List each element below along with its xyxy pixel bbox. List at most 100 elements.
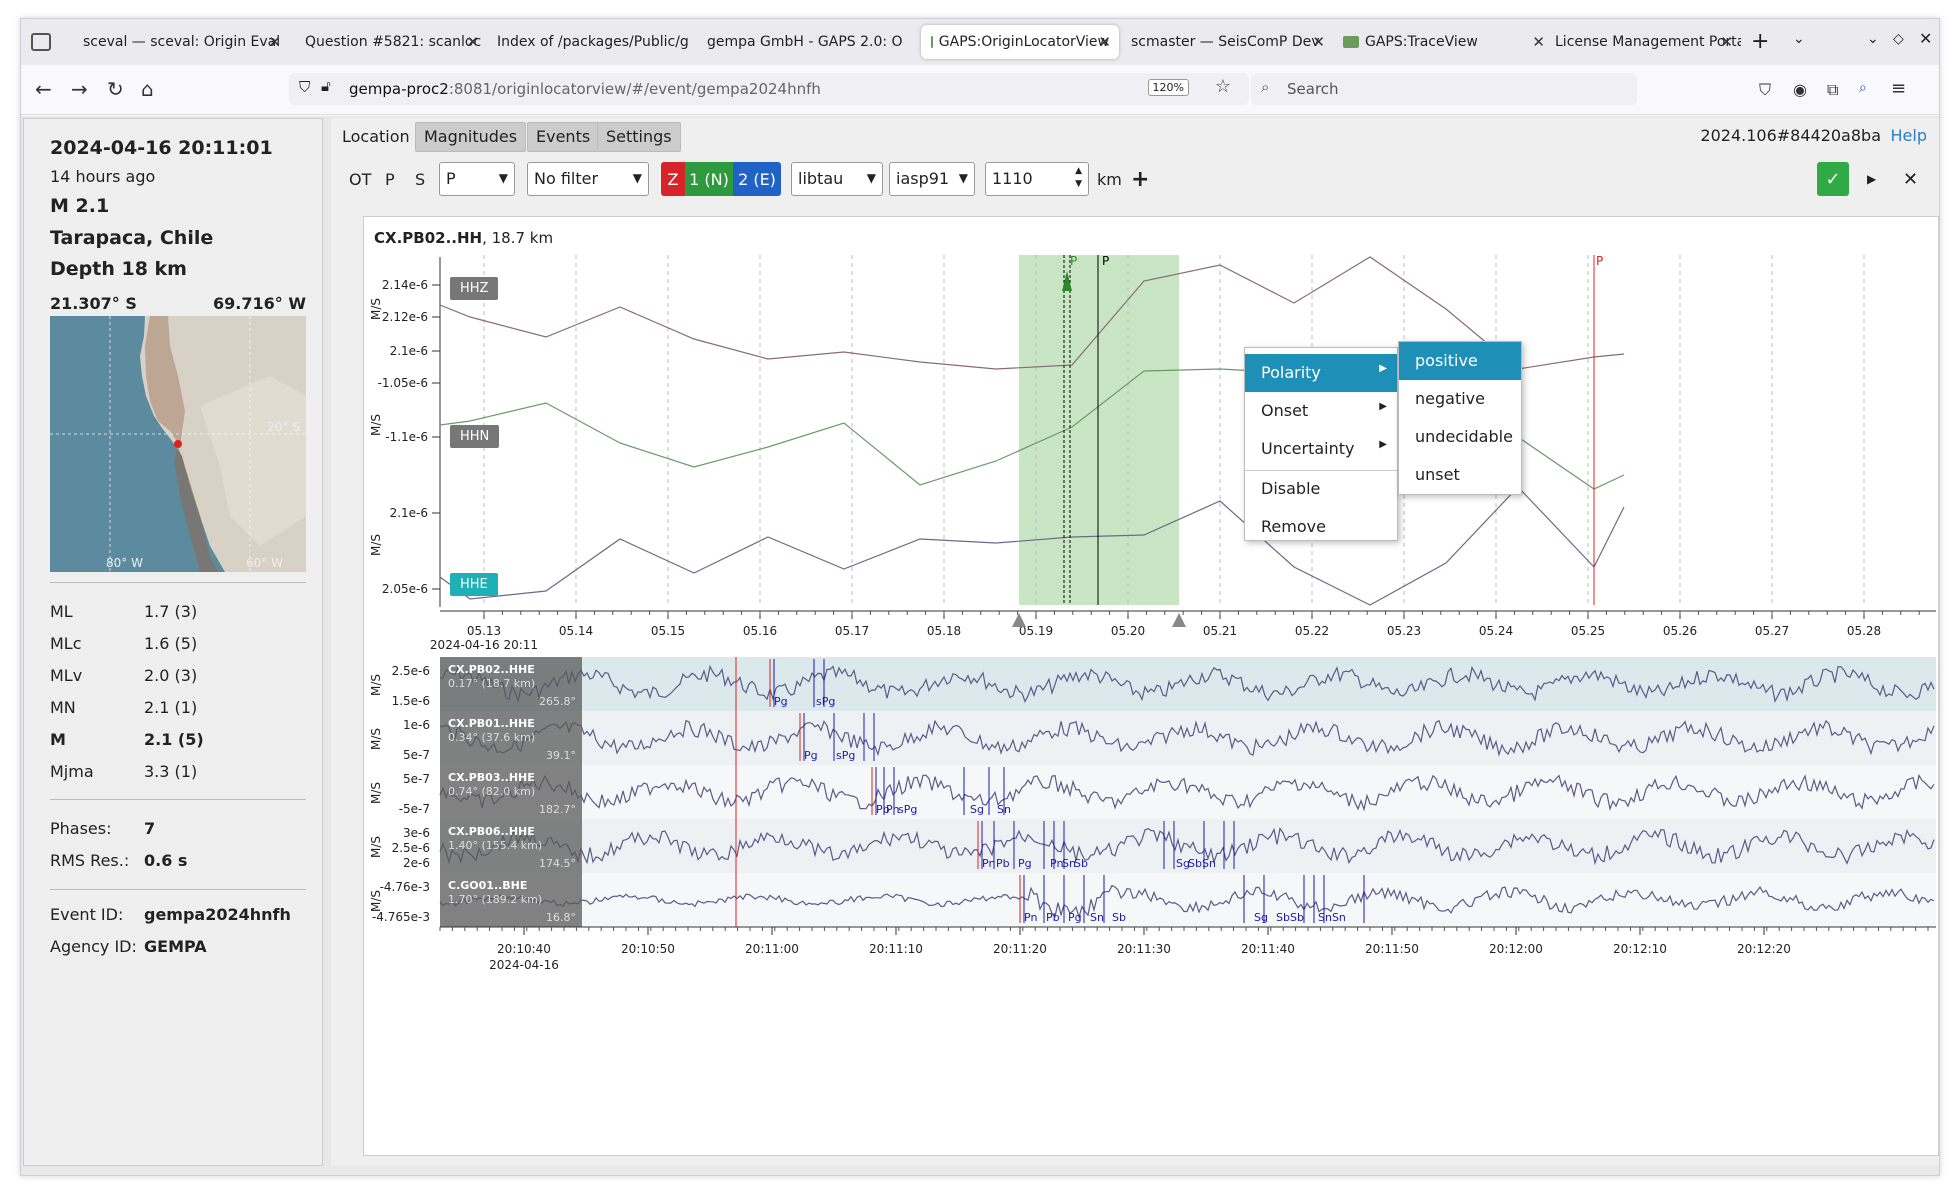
help-link[interactable]: Help bbox=[1890, 126, 1927, 145]
tab-gempa[interactable]: gempa GmbH - GAPS 2.0: O bbox=[707, 34, 903, 50]
station-distance: 0.34° (37.6 km) bbox=[448, 731, 535, 744]
trace-header: CX.PB02..HH, 18.7 km bbox=[374, 229, 554, 247]
maximize-icon[interactable]: ◇ bbox=[1893, 31, 1904, 47]
menu-icon[interactable]: ≡ bbox=[1891, 78, 1907, 99]
tab-events[interactable]: Events bbox=[527, 122, 600, 152]
home-icon[interactable]: ⌂ bbox=[141, 77, 154, 101]
station-label-overlay bbox=[440, 711, 582, 765]
account-icon[interactable]: ◉ bbox=[1793, 80, 1807, 99]
tab-bar: sceval — sceval: Origin Eval ✕ Question #… bbox=[21, 19, 1939, 65]
menu-item-remove[interactable]: Remove bbox=[1261, 517, 1326, 536]
extension-icon[interactable]: ⌕ bbox=[1859, 80, 1867, 96]
model-select[interactable]: iasp91 ▼ bbox=[889, 162, 975, 196]
time-ref-label: 2024-04-16 bbox=[489, 958, 559, 972]
phase-label: SbSb bbox=[1276, 911, 1304, 924]
menu-item-disable[interactable]: Disable bbox=[1261, 479, 1321, 498]
station-row-bg bbox=[440, 765, 1936, 819]
forward-icon[interactable]: → bbox=[71, 77, 88, 101]
component-n-button[interactable]: 1 (N) bbox=[685, 162, 733, 196]
spinner-icon[interactable]: ▲ ▼ bbox=[1075, 166, 1082, 189]
channel-badge-hhz[interactable]: HHZ bbox=[450, 277, 499, 300]
menu-item-polarity[interactable]: Polarity ▶ bbox=[1245, 354, 1397, 392]
y-tick-label: 5e-7 bbox=[403, 772, 430, 786]
polarity-submenu: positive negative undecidable unset bbox=[1398, 341, 1522, 495]
menu-item-negative[interactable]: negative bbox=[1415, 389, 1485, 408]
station-azimuth: 174.5° bbox=[539, 857, 576, 870]
extensions-icon[interactable]: ⧉ bbox=[1827, 80, 1839, 99]
tab-scmaster[interactable]: scmaster — SeisComP Dev ✕ bbox=[1131, 33, 1325, 51]
menu-item-positive[interactable]: positive bbox=[1399, 342, 1521, 380]
ot-button[interactable]: OT bbox=[349, 169, 372, 189]
shield-icon[interactable]: ⛉ bbox=[299, 78, 311, 96]
channel-badge-hhe[interactable]: HHE bbox=[450, 573, 498, 596]
menu-item-uncertainty[interactable]: Uncertainty ▶ bbox=[1261, 439, 1387, 458]
phase-label: Pb bbox=[996, 857, 1010, 870]
phase-label: sPg bbox=[898, 803, 917, 816]
tab-sceval[interactable]: sceval — sceval: Origin Eval ✕ bbox=[83, 33, 281, 51]
zoom-badge[interactable]: 120% bbox=[1147, 79, 1189, 96]
component-z-button[interactable]: Z bbox=[661, 162, 685, 196]
locator-select[interactable]: libtau ▼ bbox=[791, 162, 883, 196]
phase-label: Sg bbox=[970, 803, 984, 816]
close-window-icon[interactable]: ✕ bbox=[1919, 29, 1933, 48]
commit-check-icon[interactable]: ✓ bbox=[1817, 162, 1849, 196]
menu-item-unset[interactable]: unset bbox=[1415, 465, 1460, 484]
magnitude-row: MLc 1.6 (5) bbox=[50, 634, 198, 653]
station-distance: 0.17° (18.7 km) bbox=[448, 677, 535, 690]
event-summary-panel: 2024-04-16 20:11:01 14 hours ago M 2.1 T… bbox=[23, 118, 323, 1166]
station-row-bg bbox=[440, 711, 1936, 765]
close-icon[interactable]: ✕ bbox=[1903, 168, 1919, 190]
tab-overview-icon[interactable] bbox=[31, 33, 51, 51]
event-longitude: 69.716° W bbox=[213, 294, 306, 313]
tab-list-icon[interactable]: ⌄ bbox=[1793, 31, 1805, 47]
back-icon[interactable]: ← bbox=[35, 77, 52, 101]
search-input[interactable]: ⌕ Search bbox=[1251, 73, 1637, 105]
close-icon[interactable]: ✕ bbox=[1720, 33, 1733, 51]
pocket-icon[interactable]: ⛉ bbox=[1759, 80, 1772, 99]
reload-icon[interactable]: ↻ bbox=[107, 77, 124, 101]
close-icon[interactable]: ✕ bbox=[268, 33, 281, 51]
time-tick-label: 20:10:50 bbox=[621, 942, 675, 956]
phase-select[interactable]: P ▼ bbox=[439, 162, 515, 196]
time-tick-label: 20:11:00 bbox=[745, 942, 799, 956]
close-icon[interactable]: ✕ bbox=[1532, 33, 1545, 51]
menu-item-onset[interactable]: Onset ▶ bbox=[1261, 401, 1387, 420]
component-e-button[interactable]: 2 (E) bbox=[733, 162, 781, 196]
tab-traceview[interactable]: GAPS:TraceView ✕ bbox=[1333, 25, 1553, 59]
add-button[interactable]: + bbox=[1131, 166, 1150, 192]
s-button[interactable]: S bbox=[415, 169, 426, 189]
p-button[interactable]: P bbox=[385, 169, 395, 189]
lock-icon[interactable]: 🔓︎ bbox=[321, 77, 331, 95]
tab-magnitudes[interactable]: Magnitudes bbox=[415, 122, 527, 152]
tab-location[interactable]: Location bbox=[333, 122, 419, 152]
phase-label: Sb bbox=[1112, 911, 1126, 924]
close-icon[interactable]: ✕ bbox=[1312, 33, 1325, 51]
app-content: 2024-04-16 20:11:01 14 hours ago M 2.1 T… bbox=[21, 116, 1939, 1175]
menu-item-undecidable[interactable]: undecidable bbox=[1415, 427, 1513, 446]
channel-badge-hhn[interactable]: HHN bbox=[450, 425, 500, 448]
close-icon[interactable]: ✕ bbox=[466, 33, 479, 51]
trace-plot-svg[interactable]: 05.13 05.14 05.15 05.16 05.17 05.18 05.19 05.20… bbox=[364, 217, 1940, 1157]
phase-label: Pn bbox=[886, 803, 899, 816]
distance-input[interactable]: 1110 ▲ ▼ bbox=[985, 162, 1089, 196]
bookmark-star-icon[interactable]: ☆ bbox=[1214, 76, 1231, 97]
nav-bar: ← → ↻ ⌂ ⛉ 🔓︎ gempa-proc2:8081/originloca… bbox=[21, 65, 1939, 115]
station-waveform bbox=[439, 884, 1935, 920]
url-bar[interactable]: ⛉ 🔓︎ gempa-proc2:8081/originlocatorview/… bbox=[289, 73, 1249, 105]
trace-plot-area[interactable]: 05.13 05.14 05.15 05.16 05.17 05.18 05.19 05.20… bbox=[363, 216, 1939, 1156]
filter-select[interactable]: No filter ▼ bbox=[527, 162, 649, 196]
y-tick-label: 1.5e-6 bbox=[392, 694, 430, 708]
tab-originlocatorview[interactable]: GAPS:OriginLocatorView ✕ bbox=[921, 25, 1119, 59]
minimize-icon[interactable]: ⌄ bbox=[1867, 31, 1879, 47]
search-icon: ⌕ bbox=[1261, 78, 1270, 96]
tab-question[interactable]: Question #5821: scanloc ✕ bbox=[305, 33, 482, 51]
tab-index[interactable]: Index of /packages/Public/g bbox=[497, 34, 689, 50]
tab-license[interactable]: License Management Portal ✕ bbox=[1555, 33, 1741, 51]
chevron-right-icon: ▶ bbox=[1379, 363, 1387, 374]
tab-settings[interactable]: Settings bbox=[597, 122, 681, 152]
time-tick-label: 20:10:40 bbox=[497, 942, 551, 956]
event-map[interactable]: 20° S 80° W 60° W bbox=[50, 316, 306, 572]
new-tab-icon[interactable]: + bbox=[1751, 29, 1770, 54]
close-icon[interactable]: ✕ bbox=[1098, 33, 1111, 51]
play-icon[interactable]: ▶ bbox=[1867, 172, 1877, 186]
